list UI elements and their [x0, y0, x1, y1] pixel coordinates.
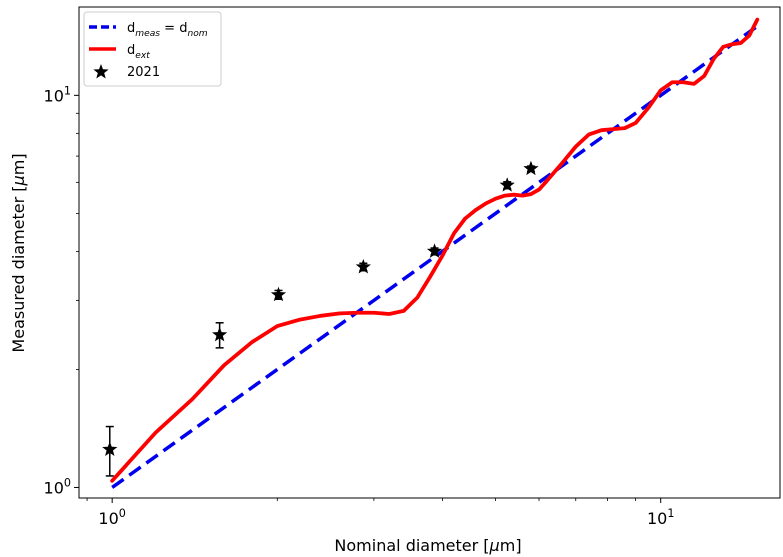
legend-label: 2021: [127, 65, 160, 80]
x-axis-label: Nominal diameter [μm]: [334, 536, 521, 555]
legend-label: dmeas = dnom: [127, 21, 208, 39]
data-point-star: [426, 243, 443, 258]
y-axis-label: Measured diameter [μm]: [9, 153, 28, 352]
x-tick-label: 101: [647, 507, 674, 528]
legend: dmeas = dnom dext 2021: [83, 11, 222, 87]
ext-curve-series: [110, 17, 760, 483]
data-point-star: [270, 286, 287, 302]
data-point-star: [499, 177, 515, 192]
legend-box: [83, 11, 222, 87]
data-point-star: [212, 326, 228, 342]
axis-ticks: 100 101 100 101: [44, 84, 675, 528]
plot-frame: [78, 6, 781, 499]
data-point-star: [102, 441, 118, 456]
y-tick-label: 101: [44, 84, 71, 105]
data-point-star: [355, 258, 371, 274]
chart-marks: [102, 17, 760, 489]
x-tick-label: 100: [98, 507, 125, 528]
y-tick-label: 100: [44, 476, 71, 497]
legend-label: dext: [127, 43, 150, 61]
legend-star-icon: [93, 64, 109, 79]
data-point-star: [523, 160, 539, 176]
